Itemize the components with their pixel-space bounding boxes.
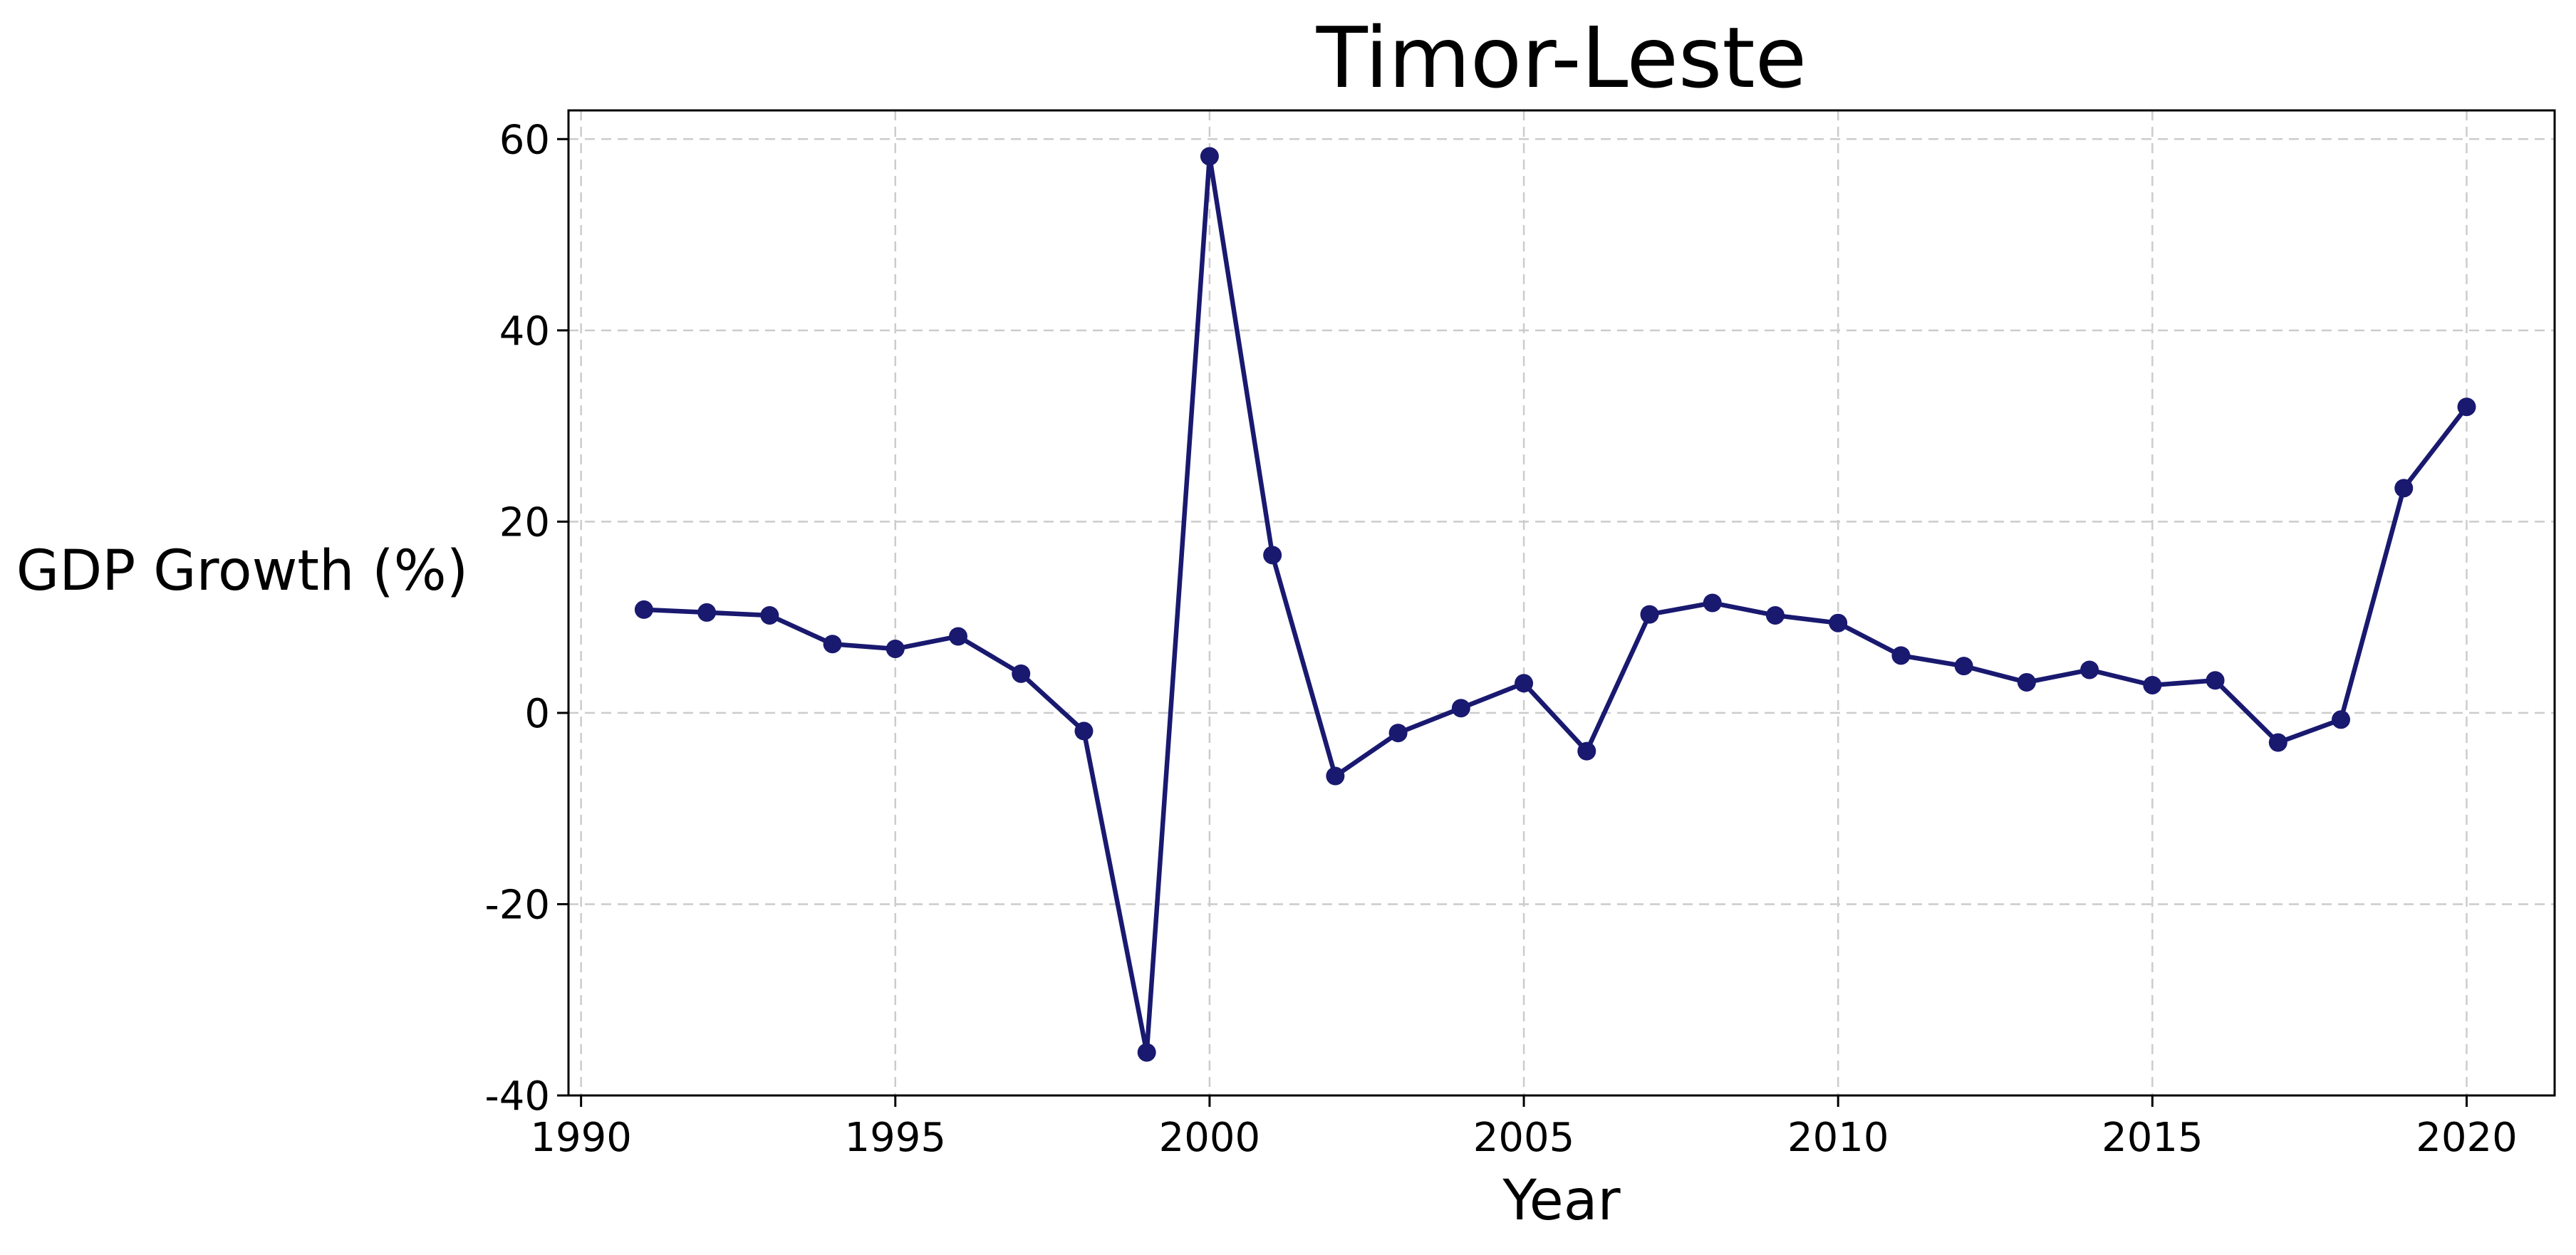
y-tick-label: 60 xyxy=(499,117,550,163)
data-point xyxy=(949,627,968,646)
x-tick-label: 1995 xyxy=(845,1115,947,1161)
data-point xyxy=(2394,479,2414,498)
data-point xyxy=(760,605,779,625)
data-point xyxy=(2268,733,2287,752)
data-point xyxy=(2080,660,2099,679)
y-tick-label: 0 xyxy=(524,691,550,737)
y-tick-label: -40 xyxy=(485,1073,550,1120)
data-point xyxy=(2143,675,2162,694)
data-point xyxy=(1577,741,1596,761)
x-tick-label: 2020 xyxy=(2416,1115,2518,1161)
data-point xyxy=(2457,397,2476,417)
data-point xyxy=(1829,613,1848,632)
ticks: 1990 1995 2000 2005 2010 2015 2020 -40 -20 0 20 40 6… xyxy=(485,117,2518,1161)
data-point xyxy=(1451,699,1470,718)
data-point xyxy=(886,639,905,658)
data-point xyxy=(1326,766,1345,786)
plot-frame xyxy=(567,109,2556,1097)
data-point xyxy=(1074,722,1094,741)
series-line xyxy=(641,154,2469,1055)
data-point xyxy=(2017,672,2036,692)
data-point xyxy=(1640,605,1659,624)
data-point xyxy=(1263,546,1282,565)
x-axis-label: Year xyxy=(1502,1169,1621,1233)
data-point xyxy=(1200,147,1219,166)
x-tick-label: 2015 xyxy=(2102,1115,2203,1161)
data-point xyxy=(2206,671,2225,690)
data-point xyxy=(1012,664,1031,683)
data-point xyxy=(1515,674,1534,693)
data-point xyxy=(697,603,717,622)
data-point xyxy=(1388,724,1408,743)
y-axis-label: GDP Growth (%) xyxy=(16,539,468,603)
x-tick-label: 2000 xyxy=(1159,1115,1261,1161)
data-point xyxy=(634,600,653,619)
data-point xyxy=(823,635,842,654)
chart-title: Timor-Leste xyxy=(1316,9,1807,107)
series-layer xyxy=(634,147,2476,1062)
y-tick-label: 20 xyxy=(499,499,550,546)
data-point xyxy=(1137,1043,1156,1062)
x-tick-label: 2005 xyxy=(1473,1115,1575,1161)
data-point xyxy=(1765,605,1785,625)
grid xyxy=(568,110,2555,1097)
y-tick-label: -20 xyxy=(485,882,550,928)
data-point xyxy=(1891,646,1911,665)
x-tick-label: 2010 xyxy=(1787,1115,1889,1161)
data-point xyxy=(2332,710,2351,729)
y-tick-label: 40 xyxy=(499,308,550,355)
x-tick-label: 1990 xyxy=(530,1115,632,1161)
data-point xyxy=(1703,593,1722,613)
data-point xyxy=(1954,657,1973,676)
